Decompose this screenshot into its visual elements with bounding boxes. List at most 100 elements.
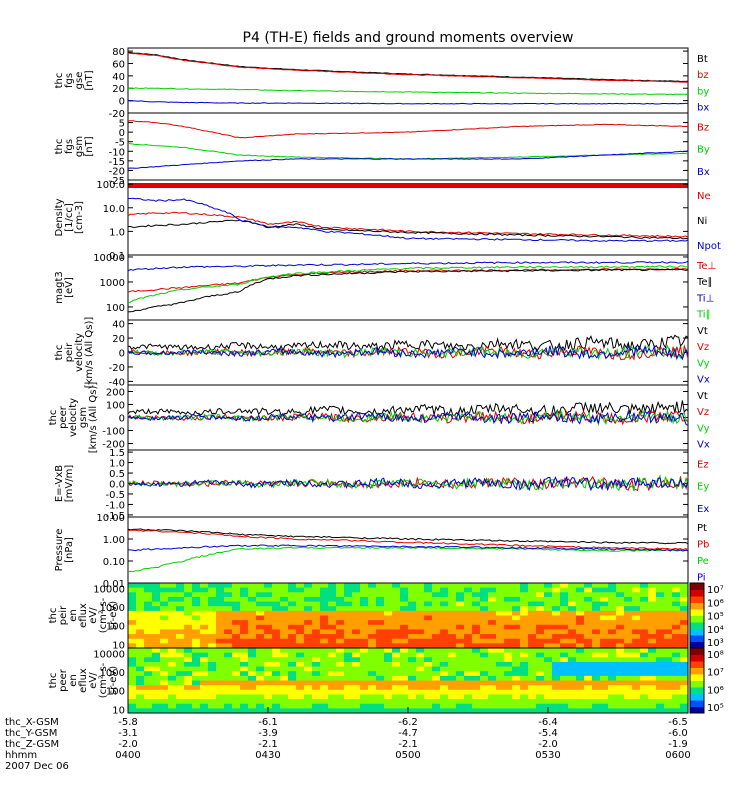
heatmap-cell (456, 587, 465, 593)
heatmap-cell (304, 587, 313, 593)
heatmap-cell (560, 652, 569, 658)
heatmap-cell (344, 624, 353, 630)
heatmap-cell (648, 708, 657, 714)
heatmap-cell (504, 657, 513, 663)
heatmap-cell (200, 708, 209, 714)
heatmap-cell (480, 638, 489, 644)
heatmap-cell (624, 652, 633, 658)
heatmap-cell (664, 648, 673, 654)
heatmap-cell (640, 610, 649, 616)
heatmap-cell (440, 694, 449, 700)
heatmap-cell (152, 699, 161, 705)
heatmap-cell (248, 583, 257, 589)
heatmap-cell (608, 592, 617, 598)
heatmap-cell (648, 703, 657, 709)
heatmap-cell (432, 587, 441, 593)
heatmap-cell (408, 652, 417, 658)
heatmap-cell (384, 592, 393, 598)
heatmap-cell (304, 675, 313, 681)
heatmap-cell (264, 689, 273, 695)
heatmap-cell (296, 699, 305, 705)
heatmap-cell (304, 620, 313, 626)
heatmap-cell (344, 703, 353, 709)
heatmap-cell (496, 615, 505, 621)
heatmap-cell (384, 620, 393, 626)
heatmap-cell (512, 592, 521, 598)
heatmap-cell (656, 629, 665, 635)
heatmap-cell (208, 661, 217, 668)
heatmap-cell (472, 610, 481, 616)
heatmap-cell (144, 610, 153, 616)
heatmap-cell (176, 610, 185, 616)
heatmap-cell (208, 629, 217, 635)
legend-Ez: Ez (697, 459, 709, 470)
heatmap-cell (208, 708, 217, 714)
heatmap-cell (456, 666, 465, 672)
heatmap-cell (248, 638, 257, 644)
heatmap-cell (464, 606, 473, 612)
heatmap-cell (536, 657, 545, 663)
heatmap-cell (472, 583, 481, 589)
heatmap-cell (240, 703, 249, 709)
heatmap-cell (384, 708, 393, 714)
heatmap-cell (584, 708, 593, 714)
heatmap-cell (488, 671, 497, 677)
heatmap-cell (608, 610, 617, 616)
heatmap-cell (568, 620, 577, 626)
ytick-label: 40 (112, 72, 125, 83)
heatmap-cell (512, 675, 521, 681)
heatmap-cell (128, 620, 137, 626)
heatmap-cell (272, 703, 281, 709)
heatmap-cell (568, 596, 577, 603)
heatmap-cell (472, 675, 481, 681)
heatmap-cell (336, 634, 345, 640)
heatmap-cell (240, 671, 249, 677)
heatmap-cell (416, 661, 425, 668)
heatmap-cell (512, 638, 521, 644)
ytick-label: 100 (106, 622, 125, 633)
heatmap-cell (608, 652, 617, 658)
heatmap-cell (312, 583, 321, 589)
heatmap-cell (208, 675, 217, 681)
heatmap-cell (192, 694, 201, 700)
heatmap-cell (272, 675, 281, 681)
heatmap-cell (392, 661, 401, 668)
heatmap-cell (256, 675, 265, 681)
heatmap-cell (128, 592, 137, 598)
heatmap-cell (272, 708, 281, 714)
heatmap-cell (464, 689, 473, 695)
heatmap-cell (136, 601, 145, 607)
heatmap-cell (472, 615, 481, 621)
heatmap-cell (176, 592, 185, 598)
heatmap-cell (432, 620, 441, 626)
heatmap-cell (392, 629, 401, 635)
heatmap-cell (624, 606, 633, 612)
heatmap-cell (320, 620, 329, 626)
xaxis-value: -6.5 (668, 717, 688, 728)
heatmap-cell (152, 629, 161, 635)
heatmap-cell (552, 699, 561, 705)
heatmap-cell (392, 708, 401, 714)
ytick-label: 5 (119, 119, 125, 130)
heatmap-cell (512, 657, 521, 663)
heatmap-cell (424, 634, 433, 640)
heatmap-cell (216, 689, 225, 695)
heatmap-cell (168, 657, 177, 663)
heatmap-cell (256, 689, 265, 695)
heatmap-cell (448, 592, 457, 598)
heatmap-cell (608, 648, 617, 654)
colorbar-label: 10⁶ (707, 598, 724, 609)
xaxis-value: -2.1 (258, 739, 278, 750)
heatmap-cell (320, 634, 329, 640)
heatmap-cell (232, 634, 241, 640)
heatmap-cell (128, 643, 137, 649)
series-Ti∥-line (127, 265, 689, 304)
heatmap-cell (400, 583, 409, 589)
heatmap-cell (216, 648, 225, 654)
heatmap-cell (576, 620, 585, 626)
heatmap-cell (440, 666, 449, 672)
heatmap-cell (424, 624, 433, 630)
heatmap-cell (424, 601, 433, 607)
heatmap-cell (152, 596, 161, 603)
heatmap-cell (328, 703, 337, 709)
